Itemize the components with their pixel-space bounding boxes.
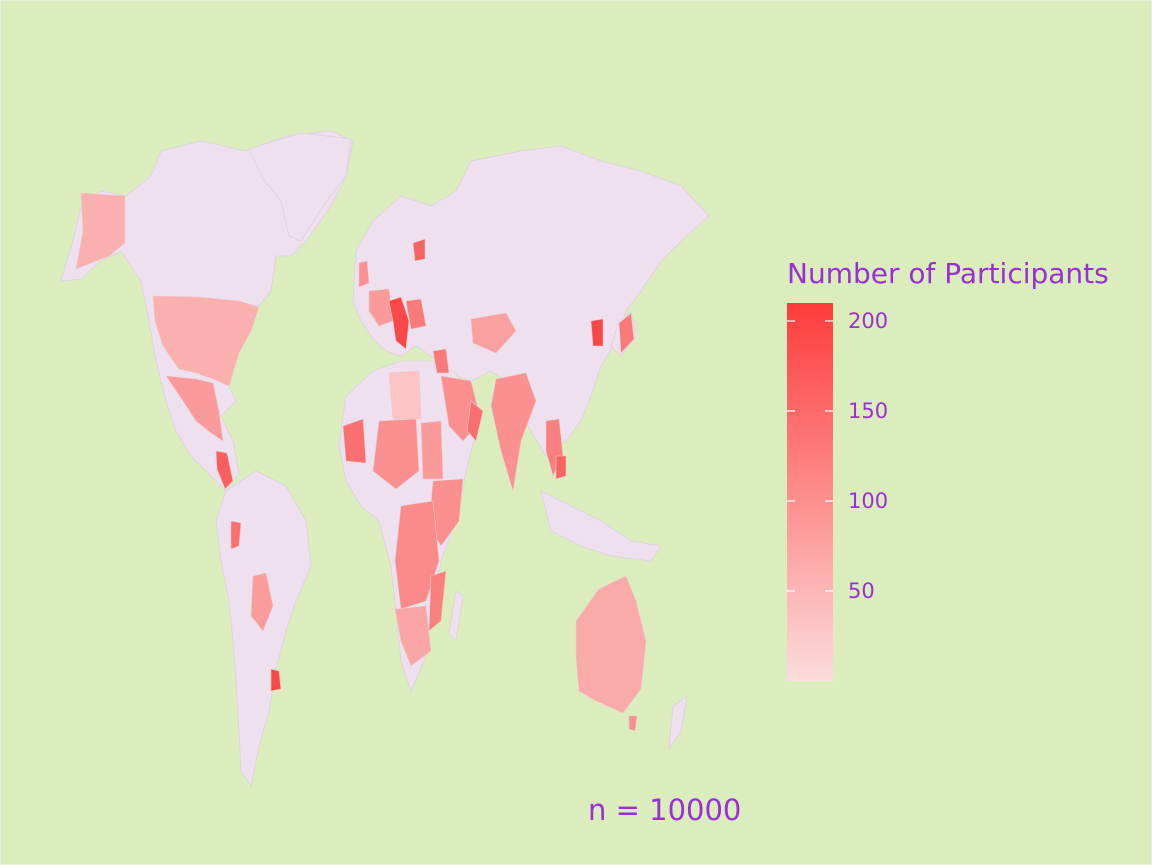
sample-size-caption: n = 10000 <box>588 793 742 827</box>
country-alaska <box>75 192 126 270</box>
country-usa <box>152 295 260 387</box>
country-turkey-region <box>432 348 450 374</box>
land-madagascar <box>448 590 464 642</box>
legend-title: Number of Participants <box>787 257 1109 290</box>
country-mozambique <box>428 570 447 632</box>
country-tasmania <box>628 715 638 732</box>
country-mauritania <box>342 418 367 464</box>
country-japan <box>618 312 635 354</box>
country-oman-yemen <box>466 400 484 442</box>
country-ecuador <box>230 520 242 550</box>
legend-tick-label: 150 <box>848 399 889 423</box>
land-new-zealand <box>668 695 688 750</box>
legend-tick-label: 200 <box>848 309 889 333</box>
country-sudan <box>420 420 444 480</box>
country-balkans <box>405 298 427 330</box>
legend-color-bar <box>787 303 833 681</box>
land-greenland <box>248 132 352 242</box>
land-eurasia <box>352 145 710 457</box>
legend-tick-marks <box>787 320 833 592</box>
legend-tick-label: 100 <box>848 489 889 513</box>
country-algeria <box>388 370 422 420</box>
country-paraguay <box>250 572 274 632</box>
country-mexico <box>165 375 224 442</box>
country-india <box>490 372 537 492</box>
participant-countries <box>75 192 647 732</box>
country-uruguay <box>270 668 282 692</box>
country-central-america <box>215 450 234 490</box>
legend-tick-label: 50 <box>848 579 875 603</box>
country-angola-namibia <box>394 605 432 667</box>
country-central-asia <box>470 312 517 354</box>
country-congo <box>394 500 440 610</box>
country-sweden <box>412 238 426 262</box>
country-korea <box>590 318 604 347</box>
country-vietnam <box>555 455 567 480</box>
country-italy <box>388 296 410 350</box>
country-france <box>368 288 394 327</box>
country-australia <box>575 575 647 714</box>
country-uk <box>358 260 370 288</box>
country-mali-niger <box>372 418 420 490</box>
land-se-asia-islands <box>540 490 662 562</box>
